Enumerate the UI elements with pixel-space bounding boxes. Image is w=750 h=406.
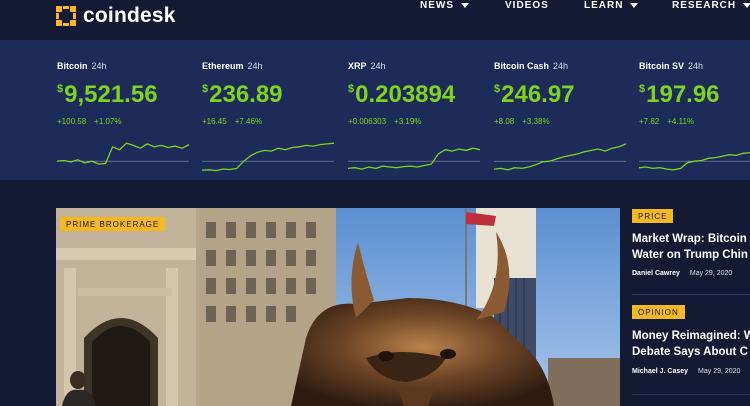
coin-price-value: 236.89 <box>209 81 283 108</box>
coin-name: Bitcoin 24h <box>57 61 107 71</box>
nav-research-label: RESEARCH <box>672 0 737 11</box>
nav-research[interactable]: RESEARCH <box>672 0 750 11</box>
coin-price-value: 197.96 <box>646 81 720 108</box>
nav-learn-label: LEARN <box>584 0 624 11</box>
coin-price: $9,521.56 <box>57 81 158 109</box>
coin-period: 24h <box>688 61 704 71</box>
sparkline-chart <box>57 142 189 165</box>
sparkline-line <box>348 147 480 170</box>
coin-name-label: Ethereum <box>202 61 244 71</box>
nav-learn[interactable]: LEARN <box>584 0 639 11</box>
coin-change: +7.82 +4.11% <box>639 117 694 126</box>
coin-price: $0.203894 <box>348 81 455 109</box>
coin-change-pct: +3.38% <box>522 117 550 126</box>
sparkline-chart <box>202 142 334 172</box>
article-headline-line[interactable]: Water on Trump Chin <box>632 249 748 261</box>
coin-price-value: 246.97 <box>501 81 575 108</box>
logo-text: coindesk <box>83 4 176 27</box>
ticker-item-bitcoin-cash[interactable]: Bitcoin Cash 24h $246.97 +8.08 +3.38% <box>494 40 634 180</box>
article-headline-line[interactable]: Market Wrap: Bitcoin <box>632 233 747 245</box>
ticker-item-bitcoin-sv[interactable]: Bitcoin SV 24h $197.96 +7.82 +4.11% <box>639 40 750 180</box>
coin-change-abs: +8.08 <box>494 117 515 126</box>
coindesk-logo-icon <box>56 6 76 26</box>
divider <box>632 394 750 395</box>
article-date: May 29, 2020 <box>689 270 733 277</box>
sparkline-line <box>202 142 334 172</box>
coin-price: $246.97 <box>494 81 575 109</box>
coin-change: +0.006303 +3.19% <box>348 117 421 126</box>
currency-symbol: $ <box>348 83 355 95</box>
chevron-down-icon <box>461 3 469 8</box>
price-ticker: Bitcoin 24h $9,521.56 +100.58 +1.07% Ether… <box>0 40 750 180</box>
coin-change: +100.58 +1.07% <box>57 117 122 126</box>
coin-price-value: 9,521.56 <box>64 81 158 108</box>
sidebar-articles: PRICE Market Wrap: Bitcoin Water on Trum… <box>632 208 750 406</box>
coin-change: +16.45 +7.46% <box>202 117 262 126</box>
coin-name-label: Bitcoin Cash <box>494 61 550 71</box>
nav-videos[interactable]: VIDEOS <box>505 0 549 11</box>
currency-symbol: $ <box>639 83 646 95</box>
article-headline-line[interactable]: Debate Says About C <box>632 346 748 358</box>
coin-change-abs: +0.006303 <box>348 117 387 126</box>
nav-news-label: NEWS <box>420 0 454 11</box>
coin-period: 24h <box>370 61 386 71</box>
coin-period: 24h <box>91 61 107 71</box>
coin-change-pct: +3.19% <box>394 117 422 126</box>
coin-name-label: Bitcoin SV <box>639 61 685 71</box>
coin-change-abs: +7.82 <box>639 117 660 126</box>
coin-name: Ethereum 24h <box>202 61 263 71</box>
article-author[interactable]: Daniel Cawrey <box>632 270 680 277</box>
coindesk-logo[interactable]: coindesk <box>56 4 176 28</box>
article-meta: Daniel Cawrey May 29, 2020 <box>632 270 732 277</box>
ticker-item-bitcoin[interactable]: Bitcoin 24h $9,521.56 +100.58 +1.07% <box>57 40 197 180</box>
coin-price: $197.96 <box>639 81 720 109</box>
coin-change-abs: +100.58 <box>57 117 87 126</box>
top-navigation: coindesk NEWS VIDEOS LEARN RESEARCH <box>0 0 750 40</box>
coin-name-label: Bitcoin <box>57 61 88 71</box>
currency-symbol: $ <box>202 83 209 95</box>
ticker-item-ethereum[interactable]: Ethereum 24h $236.89 +16.45 +7.46% <box>202 40 342 180</box>
coin-price-value: 0.203894 <box>355 81 456 108</box>
coin-period: 24h <box>553 61 569 71</box>
coin-change-pct: +4.11% <box>667 117 695 126</box>
nav-videos-label: VIDEOS <box>505 0 549 11</box>
sparkline-line <box>57 142 189 165</box>
article-date: May 29, 2020 <box>698 368 741 375</box>
hero-article[interactable]: PRIME BROKERAGE <box>56 208 620 406</box>
coin-change-pct: +1.07% <box>94 117 122 126</box>
article-author[interactable]: Michael J. Casey <box>632 368 689 375</box>
coin-period: 24h <box>247 61 263 71</box>
coin-change-pct: +7.46% <box>234 117 263 126</box>
nav-news[interactable]: NEWS <box>420 0 469 11</box>
ticker-item-xrp[interactable]: XRP 24h $0.203894 +0.006303 +3.19% <box>348 40 488 180</box>
sparkline-line <box>494 143 626 171</box>
divider <box>632 294 750 295</box>
coin-price: $236.89 <box>202 81 283 109</box>
hero-image <box>56 208 620 406</box>
article-meta: Michael J. Casey May 29, 2020 <box>632 368 740 375</box>
currency-symbol: $ <box>57 83 64 95</box>
article-category-badge[interactable]: PRICE <box>632 209 674 223</box>
article-headline-line[interactable]: Money Reimagined: W <box>632 330 750 342</box>
coin-change: +8.08 +3.38% <box>494 117 550 126</box>
sparkline-chart <box>639 151 750 171</box>
sparkline-chart <box>348 147 480 170</box>
sparkline-line <box>639 151 750 171</box>
coin-name: XRP 24h <box>348 61 386 71</box>
coin-name-label: XRP <box>348 61 367 71</box>
currency-symbol: $ <box>494 83 501 95</box>
coin-name: Bitcoin SV 24h <box>639 61 703 71</box>
chevron-down-icon <box>743 3 750 8</box>
hero-category-badge[interactable]: PRIME BROKERAGE <box>60 217 166 231</box>
sparkline-chart <box>494 143 626 171</box>
article-category-badge[interactable]: OPINION <box>632 305 685 319</box>
chevron-down-icon <box>630 3 639 8</box>
coin-name: Bitcoin Cash 24h <box>494 61 568 71</box>
coin-change-abs: +16.45 <box>202 117 227 126</box>
